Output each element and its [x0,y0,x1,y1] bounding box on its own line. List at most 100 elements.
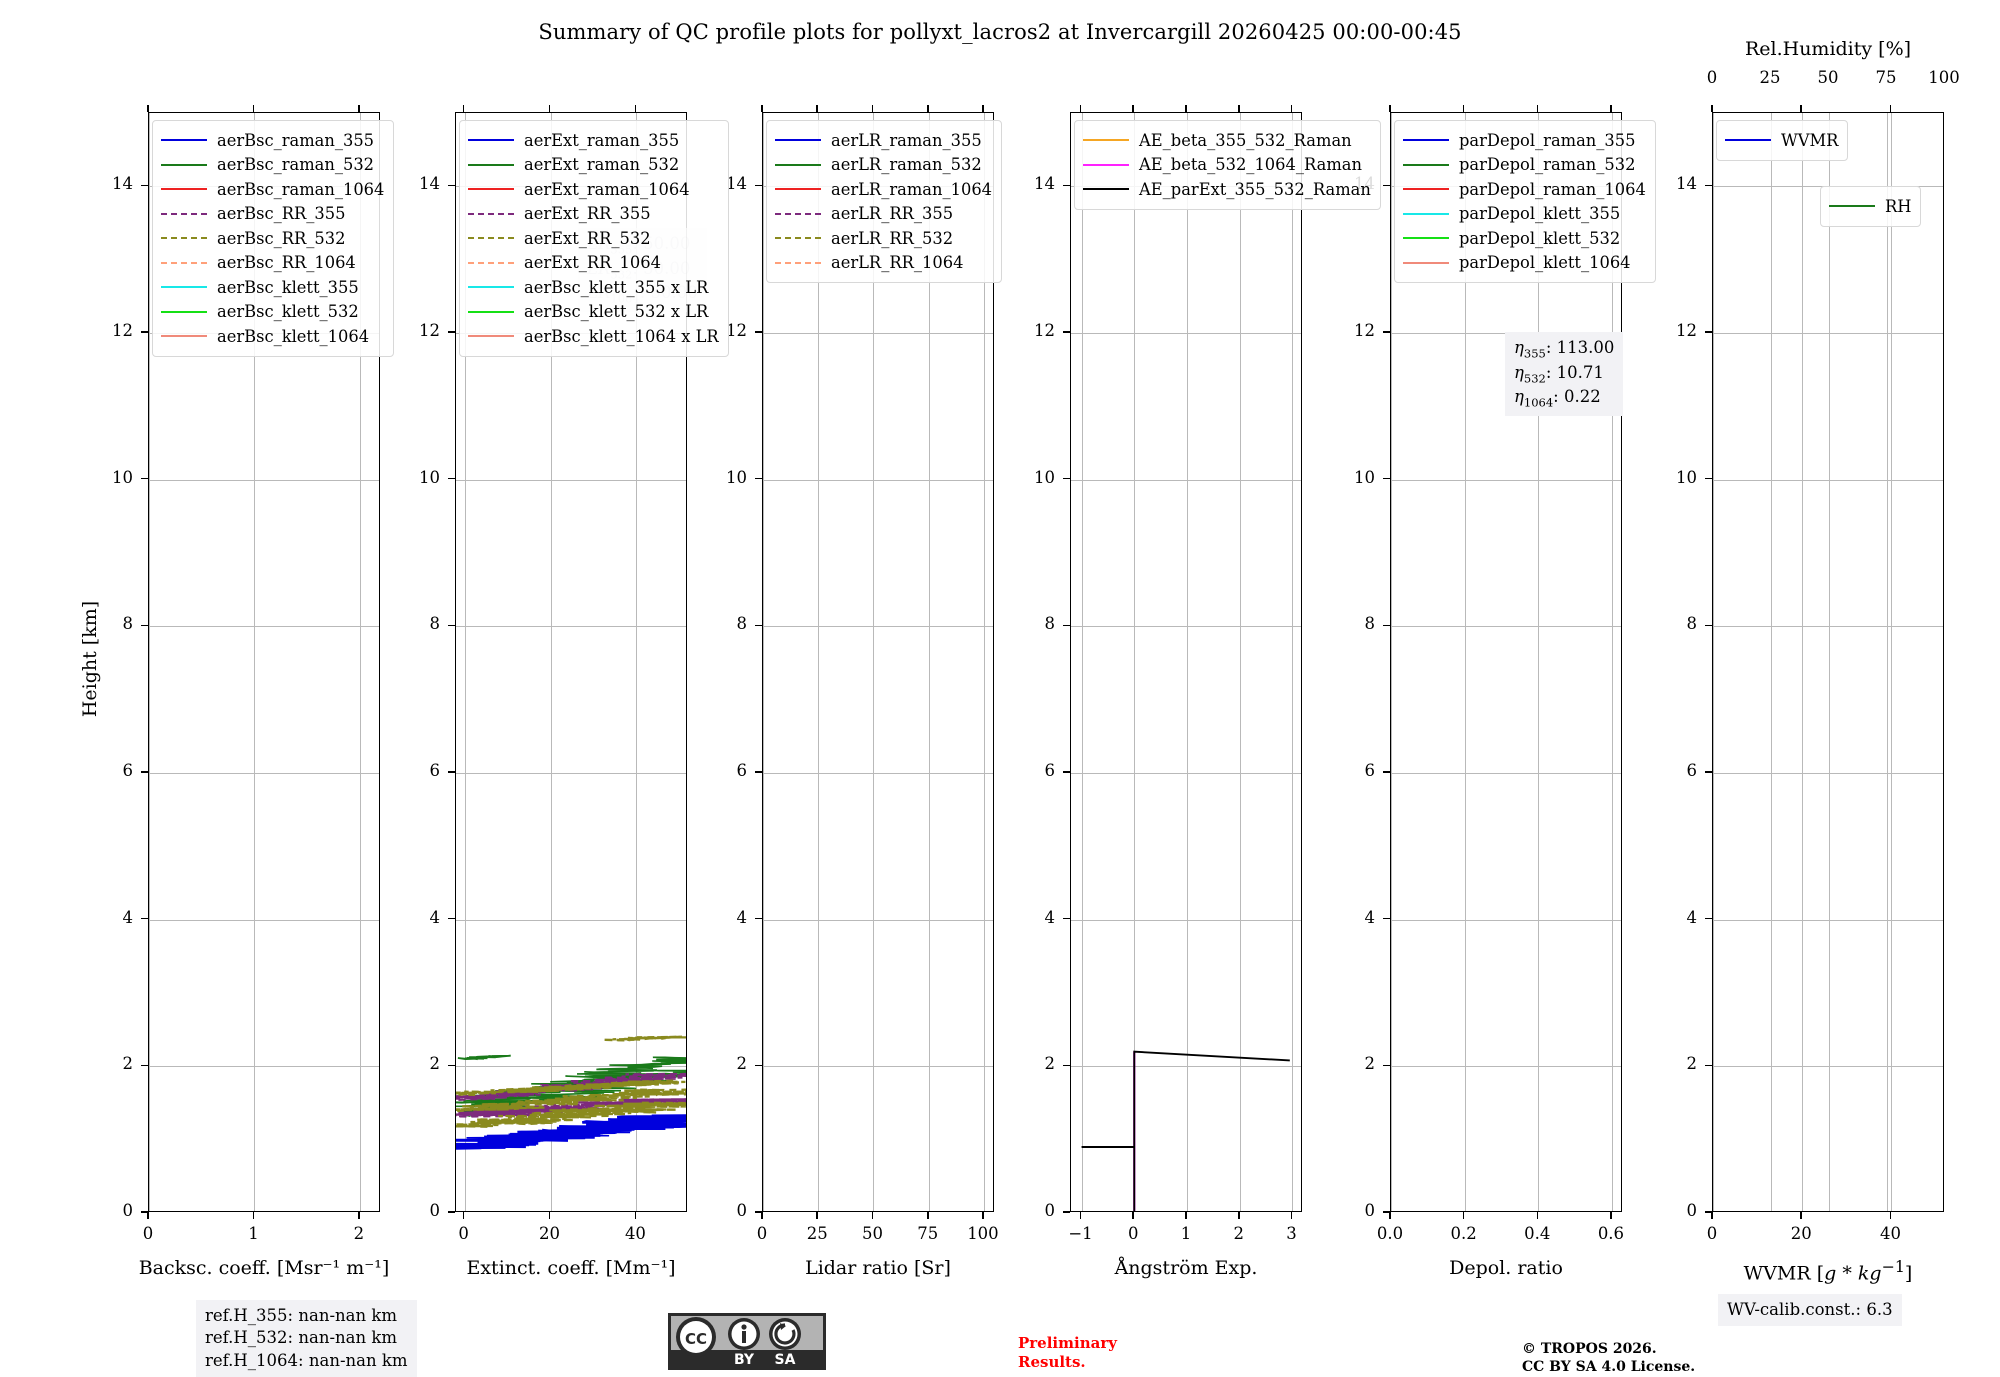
legend-item-aerbsc-raman-355[interactable]: aerBsc_raman_355 [161,128,384,153]
legend-item-aerbsc-klett-355-x-lr[interactable]: aerBsc_klett_355 x LR [468,275,719,300]
gridline-vertical [1802,113,1804,1211]
y-tick-label: 12 [1034,321,1055,340]
legend-item-ae-parext-355-532-raman[interactable]: AE_parExt_355_532_Raman [1083,177,1371,202]
legend-item-aerbsc-klett-1064[interactable]: aerBsc_klett_1064 [161,324,384,349]
y-tick-label: 6 [736,761,748,780]
legend-label: aerBsc_RR_532 [217,228,346,248]
y-tick [1063,184,1070,187]
data-curves-wvmr [1713,113,1944,1212]
legend-item-pardepol-klett-532[interactable]: parDepol_klett_532 [1403,226,1646,251]
legend-item-aerbsc-klett-1064-x-lr[interactable]: aerBsc_klett_1064 x LR [468,324,719,349]
legend-label: WVMR [1781,130,1839,150]
legend-item-aerbsc-raman-1064[interactable]: aerBsc_raman_1064 [161,177,384,202]
plot-area-angstrom [1070,112,1302,1212]
legend-item-pardepol-raman-1064[interactable]: parDepol_raman_1064 [1403,177,1646,202]
x-tick-top [1237,105,1240,112]
legend-lidar-ratio: aerLR_raman_355 aerLR_raman_532 aerLR_rama… [766,120,1003,283]
panel-wvmr [1712,112,1944,1212]
legend-item-wvmr[interactable]: WVMR [1725,128,1838,153]
legend-item-aerbsc-rr-1064[interactable]: aerBsc_RR_1064 [161,251,384,276]
legend-item-pardepol-raman-355[interactable]: parDepol_raman_355 [1403,128,1646,153]
legend-line-swatch [468,188,514,191]
legend-line-swatch [468,335,514,338]
legend-item-rh[interactable]: RH [1829,194,1911,219]
legend-label: AE_beta_355_532_Raman [1139,130,1352,150]
legend-line-swatch [468,163,514,166]
y-tick [1063,477,1070,480]
gridline-horizontal [1391,919,1621,921]
legend-item-aerext-rr-1064[interactable]: aerExt_RR_1064 [468,251,719,276]
cc-by-label: BY [734,1352,755,1368]
legend-label: aerBsc_RR_355 [217,204,346,224]
y-tick [141,1211,148,1213]
legend-item-aerext-rr-355[interactable]: aerExt_RR_355 [468,202,719,227]
eta-annotation-depol-ratio: η355: 113.00 η532: 10.71 η1064: 0.22 [1505,332,1624,416]
legend-item-aerlr-raman-355[interactable]: aerLR_raman_355 [775,128,992,153]
y-tick [448,1211,455,1213]
legend-item-aerbsc-raman-532[interactable]: aerBsc_raman_532 [161,153,384,178]
y-tick [448,477,455,480]
y-tick [141,1064,148,1067]
legend-item-aerlr-raman-1064[interactable]: aerLR_raman_1064 [775,177,992,202]
legend-item-pardepol-klett-355[interactable]: parDepol_klett_355 [1403,202,1646,227]
legend-item-pardepol-klett-1064[interactable]: parDepol_klett_1064 [1403,251,1646,276]
preliminary-line-1: Preliminary [1018,1334,1117,1352]
y-tick [141,917,148,920]
legend-item-aerbsc-rr-355[interactable]: aerBsc_RR_355 [161,202,384,227]
y-tick-label: 4 [429,907,441,927]
gridline-vertical-top-axis [1771,113,1772,1211]
annotation-row: η532: 10.71 [1514,362,1604,385]
legend-line-swatch [1403,261,1449,264]
y-tick-label: 14 [1676,174,1697,194]
x-tick [462,1212,465,1219]
ref-height-line-2: ref.H_1064: nan-nan km [205,1350,408,1370]
y-tick [448,771,455,773]
legend-angstrom: AE_beta_355_532_Raman AE_beta_532_1064_Ra… [1074,120,1381,210]
x-tick [1290,1212,1293,1219]
legend-item-ae-beta-355-532-raman[interactable]: AE_beta_355_532_Raman [1083,128,1371,153]
x-tick-top [358,105,360,112]
legend-item-aerlr-rr-532[interactable]: aerLR_RR_532 [775,226,992,251]
gridline-horizontal [1391,1066,1621,1068]
gridline-horizontal [456,626,686,628]
x-tick-top [926,105,929,112]
legend-line-swatch [161,163,207,166]
gridline-horizontal [763,919,993,921]
legend-item-aerbsc-rr-532[interactable]: aerBsc_RR_532 [161,226,384,251]
legend-item-aerlr-raman-532[interactable]: aerLR_raman_532 [775,153,992,178]
y-tick-label: 12 [726,321,747,340]
data-curves-angstrom [1081,1050,1290,1211]
y-tick [1705,1064,1712,1067]
y-tick [448,917,455,920]
legend-item-aerext-raman-355[interactable]: aerExt_raman_355 [468,128,719,153]
legend-item-aerbsc-klett-532[interactable]: aerBsc_klett_532 [161,300,384,325]
x-tick-label: 0 [1128,1224,1139,1243]
gridline-vertical [149,113,150,1211]
y-tick-label: 8 [429,614,441,634]
legend-line-swatch [1725,139,1771,142]
top-tick-label: 50 [1817,68,1839,87]
legend-item-aerbsc-klett-532-x-lr[interactable]: aerBsc_klett_532 x LR [468,300,719,325]
legend-item-aerext-raman-532[interactable]: aerExt_raman_532 [468,153,719,178]
y-tick-label: 10 [1676,467,1697,487]
gridline-horizontal [1071,773,1301,774]
page-title: Summary of QC profile plots for pollyxt_… [538,20,1462,44]
x-axis-label-angstrom: Ångström Exp. [1114,1257,1258,1279]
legend-item-pardepol-raman-532[interactable]: parDepol_raman_532 [1403,153,1646,178]
panel-depol-ratio [1390,112,1622,1212]
legend-line-swatch [161,335,207,338]
legend-item-aerlr-rr-1064[interactable]: aerLR_RR_1064 [775,251,992,276]
x-tick-top [1462,105,1465,112]
y-tick-label: 6 [1686,761,1698,780]
legend-item-aerext-raman-1064[interactable]: aerExt_raman_1064 [468,177,719,202]
y-tick [1063,771,1070,773]
legend-line-swatch [161,261,207,264]
x-tick-label: 0.2 [1450,1224,1477,1243]
x-tick [548,1212,551,1219]
legend-item-aerbsc-klett-355[interactable]: aerBsc_klett_355 [161,275,384,300]
legend-item-aerlr-rr-355[interactable]: aerLR_RR_355 [775,202,992,227]
legend-item-ae-beta-532-1064-raman[interactable]: AE_beta_532_1064_Raman [1083,153,1371,178]
y-tick [755,477,762,480]
gridline-horizontal [1071,479,1301,481]
legend-item-aerext-rr-532[interactable]: aerExt_RR_532 [468,226,719,251]
